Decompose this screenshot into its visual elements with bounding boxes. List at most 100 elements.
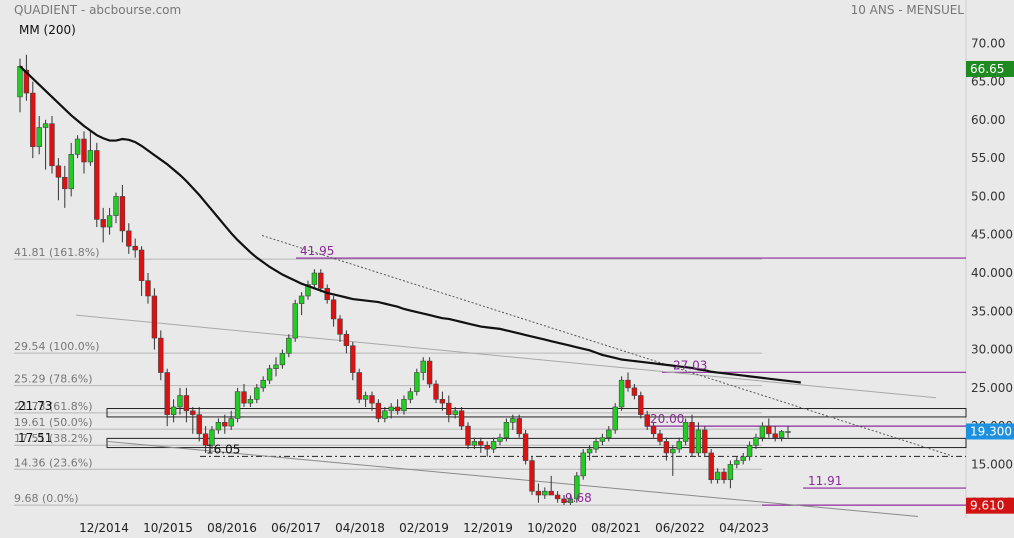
candle-body: [190, 410, 196, 415]
channel-box: [106, 437, 967, 449]
price-annotation: 27.03: [673, 358, 707, 372]
candle-body: [433, 383, 439, 400]
candle-body: [337, 318, 343, 335]
annotations: 41.95 27.03 20.00 11.91 9.68 21.73 17.51 16.05: [18, 244, 842, 505]
candle-body: [759, 425, 766, 438]
candle-body: [465, 425, 471, 446]
candle-body: [401, 399, 407, 412]
price-annotation: 41.95: [300, 244, 334, 258]
candle-body: [414, 372, 420, 392]
candle-body: [151, 295, 158, 339]
candle-body: [772, 433, 778, 438]
candle-body: [260, 379, 266, 389]
candle-body: [561, 498, 567, 503]
candle-body: [196, 414, 202, 435]
candle-body: [484, 444, 490, 450]
candle-body: [62, 176, 68, 190]
candle-body: [548, 490, 554, 496]
source-title: QUADIENT - abcbourse.com: [14, 3, 181, 17]
candle-body: [158, 337, 164, 373]
price-annotation: 11.91: [808, 474, 842, 488]
candle-body: [714, 471, 721, 481]
candle-body: [746, 444, 753, 458]
candle-body: [298, 295, 305, 304]
candle-body: [708, 452, 714, 481]
candle-body: [177, 395, 183, 408]
candle-body: [311, 272, 318, 285]
dotted-trend-line: [261, 235, 951, 456]
candle-body: [234, 391, 241, 419]
candle-body: [490, 441, 497, 450]
candle-body: [426, 360, 433, 385]
candles: [17, 54, 791, 505]
candle-body: [644, 414, 650, 427]
candle-body: [586, 448, 593, 454]
candle-body: [580, 452, 586, 477]
trend-line: [106, 440, 919, 517]
candle-body: [183, 395, 190, 412]
candle-body: [567, 498, 574, 503]
candle-body: [369, 395, 375, 404]
candle-body: [100, 219, 106, 228]
candle-body: [542, 490, 548, 496]
candle-body: [209, 429, 215, 446]
candle-body: [106, 215, 113, 228]
candle-body: [23, 69, 30, 94]
fib-level-label: 17.51 (38.2%): [14, 432, 93, 445]
x-tick-label: 04/2018: [335, 521, 385, 535]
candle-body: [625, 379, 631, 389]
price-annotation: 17.51: [18, 431, 52, 445]
candle-body: [49, 123, 55, 167]
candle-body: [145, 280, 151, 297]
candle-body: [618, 379, 625, 408]
candle-body: [30, 92, 36, 147]
candle-body: [554, 494, 561, 500]
candle-body: [522, 433, 529, 461]
fib-level-label: 25.29 (78.6%): [14, 373, 93, 386]
candle-body: [164, 372, 170, 415]
price-badge-label: 66.65: [970, 62, 1004, 76]
candle-body: [55, 165, 62, 178]
candle-body: [599, 437, 606, 442]
candle-body: [446, 402, 452, 415]
moving-average-line: [19, 65, 801, 384]
x-tick-label: 10/2020: [527, 521, 577, 535]
candle-body: [638, 395, 644, 415]
x-tick-label: 06/2022: [655, 521, 705, 535]
fib-level-label: 41.81 (161.8%): [14, 246, 100, 259]
candle-body: [753, 437, 759, 446]
candle-body: [670, 448, 676, 454]
price-annotation: 21.73: [18, 399, 52, 413]
candle-body: [138, 249, 145, 281]
candle-body: [228, 418, 234, 427]
price-annotation: 9.68: [565, 491, 592, 505]
candle-body: [631, 387, 638, 396]
y-tick-label: 30.000: [971, 343, 1013, 357]
candle-body: [452, 410, 458, 415]
price-badge: [966, 60, 1014, 77]
price-annotation: 20.00: [650, 412, 684, 426]
x-tick-label: 10/2015: [143, 521, 193, 535]
candle-body: [254, 387, 260, 400]
price-badge: [966, 497, 1014, 514]
candle-body: [17, 65, 23, 98]
candle-body: [721, 471, 727, 481]
candle-body: [657, 433, 663, 442]
candle-body: [42, 123, 49, 128]
x-tick-label: 12/2019: [463, 521, 513, 535]
candle-body: [286, 337, 292, 354]
y-tick-label: 35.000: [971, 304, 1013, 318]
candle-body: [695, 429, 702, 454]
indicator-label: MM (200): [19, 23, 76, 37]
candle-body: [439, 399, 446, 404]
x-tick-label: 08/2016: [207, 521, 257, 535]
candle-body: [68, 154, 74, 190]
candle-body: [471, 441, 478, 446]
candle-body: [458, 410, 465, 427]
candle-body: [170, 406, 177, 415]
fib-level-label: 19.61 (50.0%): [14, 416, 93, 429]
y-tick-label: 60.00: [971, 113, 1005, 127]
candle-body: [689, 421, 695, 454]
candle-body: [273, 364, 279, 370]
